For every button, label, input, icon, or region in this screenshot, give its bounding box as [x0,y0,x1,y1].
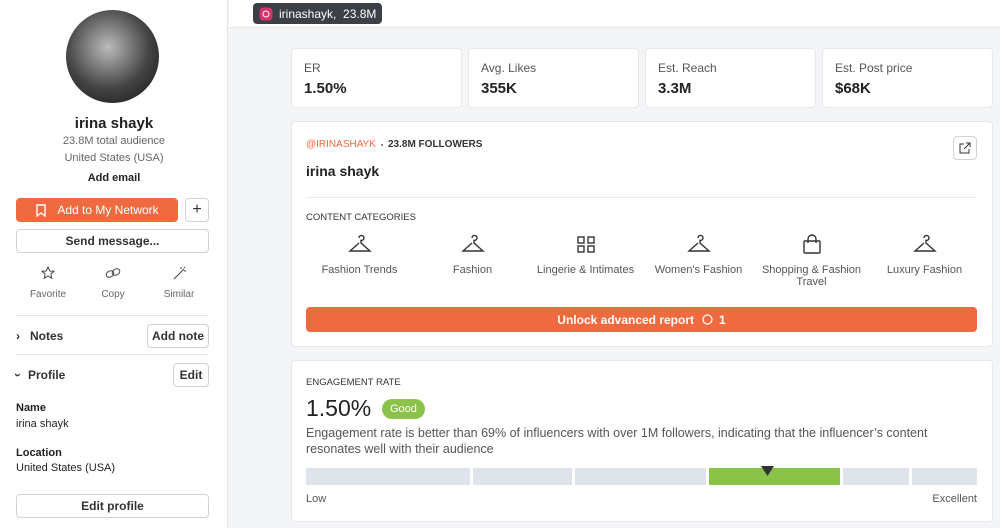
category-icon [686,234,711,252]
followers: 23.8M FOLLOWERS [387,139,483,150]
category-icon [347,234,372,252]
category: Shopping & Fashion Travel [755,234,868,288]
label: Profile [28,368,66,382]
scale-segment [912,468,977,485]
scale-segment [306,468,470,485]
field-label: Name [16,402,46,414]
divider [16,354,209,355]
sidebar: irina shayk 23.8M total audience United … [0,0,228,528]
engagement-card [291,360,993,522]
audience: 23.8M total audience [62,135,166,147]
category: Women's Fashion [642,234,755,276]
unlock-button[interactable]: Unlock advanced report 1 [306,307,977,332]
category-icon [912,234,937,252]
stat-value: $68K [835,80,871,97]
add-network-button[interactable]: Add to My Network [16,198,178,222]
edit-profile-button[interactable]: Edit profile [16,494,209,518]
external-icon [959,142,971,154]
category: Fashion [416,234,529,276]
scale-segment [575,468,706,485]
count: 1 [719,312,726,327]
rating-badge: Good [382,399,425,419]
category: Fashion Trends [303,234,416,276]
category-label: Shopping & Fashion Travel [761,264,862,288]
copy[interactable]: Copy [80,266,146,300]
open-external-button[interactable] [953,136,977,160]
actions: Favorite Copy Similar [16,265,212,300]
engagement-description: Engagement rate is better than 69% of in… [306,426,928,456]
stat-label: ER [304,61,321,75]
bookmark-icon [36,203,47,217]
wand-icon [173,266,186,280]
engagement-title: ENGAGEMENT RATE [306,377,401,388]
label: Add to My Network [57,203,159,217]
category-icon [460,234,485,252]
profile[interactable]: › Profile [11,368,66,382]
overview-header: @IRINASHAYK 23.8M FOLLOWERS [306,139,482,150]
label: Similar [163,289,195,300]
add-note-button[interactable]: Add note [147,324,209,348]
overview-name: irina shayk [306,163,380,179]
category-label: Lingerie & Intimates [536,264,635,276]
followers: 23.8M [343,6,377,21]
category-label: Women's Fashion [654,264,743,276]
scale-high: Excellent [932,493,977,505]
stat-value: 355K [481,80,517,97]
stat-value: 3.3M [658,80,692,97]
star-icon [40,265,56,280]
category: Luxury Fashion [868,234,981,276]
stat-card: Avg. Likes 355K [468,48,639,108]
label: Copy [101,289,125,300]
token-icon [702,314,713,325]
stat-card: Est. Post price $68K [822,48,993,108]
field-label: Location [16,447,62,459]
stat-card: Est. Reach 3.3M [645,48,816,108]
engagement-value: 1.50% [306,395,372,421]
divider [16,315,209,316]
label: Unlock advanced report [557,312,695,327]
category-label: Luxury Fashion [886,264,963,276]
link-icon [105,268,121,278]
field-value: United States (USA) [16,462,116,474]
scale-segment [843,468,909,485]
scale-segment-active [709,468,840,485]
country: United States (USA) [64,152,164,164]
similar[interactable]: Similar [146,266,212,300]
edit-button[interactable]: Edit [173,363,209,387]
handle: @IRINASHAYK [306,139,376,150]
category-icon [576,236,595,253]
label: Notes [30,329,64,343]
category-label: Fashion Trends [321,264,398,276]
category-label: Fashion [452,264,493,276]
notes[interactable]: › Notes [16,329,64,343]
field-value: irina shayk [16,418,69,430]
stat-label: Est. Post price [835,61,913,75]
favorite[interactable]: Favorite [16,265,80,300]
avatar [66,10,159,103]
stat-card: ER 1.50% [291,48,462,108]
scale-segment [473,468,572,485]
profile-name: irina shayk [74,115,154,132]
scale-low: Low [306,493,327,505]
account-tab[interactable]: irinashayk, 23.8M [253,3,382,24]
divider [306,197,977,198]
label: Favorite [29,289,67,300]
scale-marker [761,466,774,476]
stat-label: Avg. Likes [481,61,537,75]
category-icon [802,234,821,254]
instagram-icon [259,7,273,20]
categories-title: CONTENT CATEGORIES [306,212,416,223]
plus-button[interactable]: + [185,198,209,222]
stat-value: 1.50% [304,80,347,97]
add-email[interactable]: Add email [87,172,141,184]
category: Lingerie & Intimates [529,234,642,276]
handle: irinashayk, [279,6,337,21]
send-message-button[interactable]: Send message... [16,229,209,253]
separator [380,143,383,146]
stat-label: Est. Reach [658,61,717,75]
